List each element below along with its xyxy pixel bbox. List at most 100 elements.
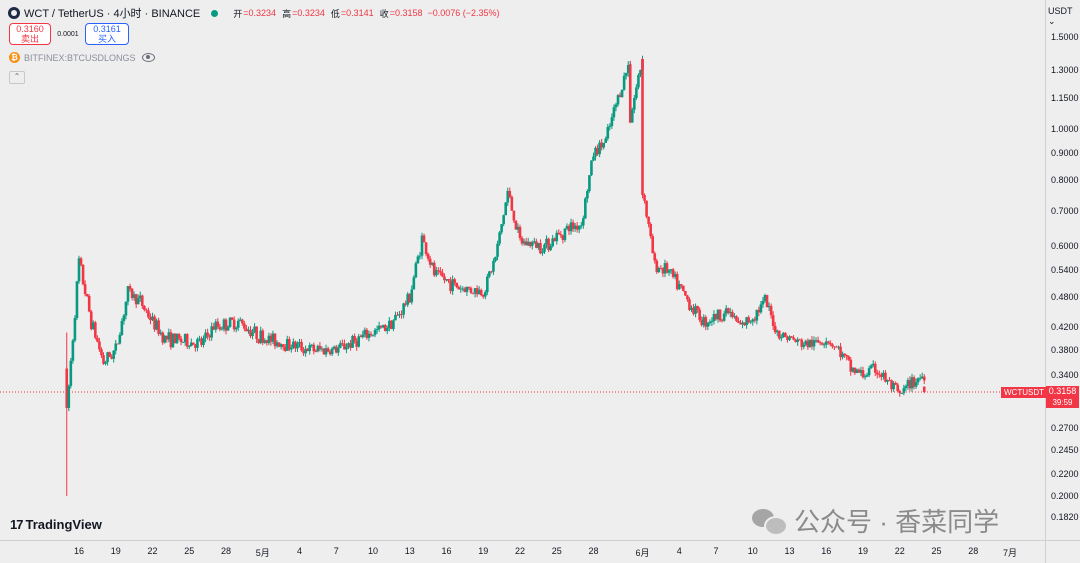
candle: [624, 72, 628, 80]
candle-body: [753, 319, 757, 321]
candle: [855, 368, 859, 374]
candle: [784, 332, 787, 338]
candle: [610, 113, 614, 129]
candle-body: [249, 329, 252, 337]
price-tick-label: 1.3000: [1051, 64, 1079, 75]
candle-body: [434, 270, 438, 276]
candle-body: [602, 142, 606, 148]
candle: [588, 175, 591, 193]
candle-body: [185, 334, 189, 347]
candle-body: [843, 353, 846, 356]
candle-body: [735, 316, 738, 321]
price-axis[interactable]: [1045, 0, 1080, 540]
candle: [177, 332, 181, 341]
candle: [545, 235, 548, 249]
candle: [332, 345, 336, 350]
candle: [281, 344, 285, 351]
candle-body: [633, 97, 636, 110]
candle-body: [657, 268, 661, 273]
axis-corner[interactable]: [1045, 540, 1080, 563]
candle-body: [518, 226, 522, 239]
candle-body: [328, 351, 332, 355]
candle: [706, 321, 710, 331]
candle-body: [365, 329, 369, 338]
candle: [398, 310, 401, 319]
buy-button[interactable]: 0.3161 买入: [85, 23, 129, 45]
candle: [228, 317, 232, 328]
candle: [361, 330, 365, 339]
currency-selector[interactable]: USDT ⌄: [1048, 6, 1073, 26]
candle-body: [367, 333, 371, 338]
candle-body: [626, 64, 630, 73]
sell-button[interactable]: 0.3160 卖出: [9, 23, 51, 45]
candle: [920, 372, 924, 380]
candle: [726, 307, 730, 315]
candle-body: [808, 339, 812, 348]
candle-body: [900, 393, 904, 394]
candle: [345, 343, 348, 354]
collapse-legend-button[interactable]: ⌃: [9, 71, 25, 84]
candle: [571, 219, 575, 232]
candle: [586, 189, 589, 203]
candle-body: [349, 343, 352, 348]
chart-area[interactable]: [0, 0, 1045, 540]
candle: [465, 286, 469, 297]
eye-icon[interactable]: [141, 53, 155, 62]
candle: [651, 233, 655, 254]
indicator-legend[interactable]: ₿ BITFINEX:BTCUSDLONGS: [9, 52, 155, 63]
candle: [653, 251, 657, 264]
candle: [87, 294, 91, 313]
candle: [559, 230, 563, 239]
candle-body: [747, 317, 750, 323]
time-axis[interactable]: [0, 540, 1045, 563]
candle-body: [228, 317, 232, 327]
candle: [602, 142, 606, 150]
candle: [447, 278, 450, 284]
candle: [622, 72, 626, 91]
open-label: 开: [233, 8, 243, 19]
candle: [637, 73, 640, 90]
candle-body: [663, 263, 667, 274]
candle-body: [451, 279, 454, 292]
candle-body: [375, 329, 379, 331]
candle: [843, 353, 846, 358]
candle-body: [904, 386, 908, 389]
candle-body: [353, 335, 356, 341]
symbol-title[interactable]: WCT / TetherUS · 4小时 · BINANCE: [24, 8, 201, 20]
candle: [451, 275, 454, 295]
market-status-icon[interactable]: [211, 9, 219, 17]
candle: [749, 320, 753, 325]
candle: [724, 305, 728, 317]
candle: [420, 232, 424, 260]
time-tick-label: 19: [478, 546, 489, 556]
candle-body: [341, 343, 344, 345]
candle: [126, 285, 130, 306]
candle: [878, 370, 881, 378]
candle: [457, 285, 461, 290]
candlestick-plot[interactable]: [0, 0, 1045, 540]
candle-body: [720, 320, 724, 322]
tradingview-logo[interactable]: 17 TradingView: [10, 517, 102, 532]
candle-body: [565, 226, 569, 229]
candle: [251, 328, 254, 340]
candle: [300, 339, 303, 352]
candle-body: [390, 320, 393, 330]
candle-body: [849, 359, 853, 372]
price-tick-label: 0.3800: [1051, 344, 1079, 355]
candle: [375, 325, 379, 334]
candle-body: [292, 341, 295, 348]
candle: [506, 187, 510, 207]
candle: [171, 333, 175, 348]
time-tick-label: 25: [931, 546, 942, 556]
candle: [592, 152, 595, 162]
candle: [163, 334, 167, 344]
candle-body: [473, 288, 477, 294]
candle-body: [198, 338, 201, 340]
candle-body: [608, 126, 612, 128]
candle-body: [724, 308, 728, 314]
candle: [549, 243, 552, 252]
candle: [271, 330, 275, 345]
candle-body: [100, 349, 103, 356]
candle-body: [477, 289, 481, 295]
candle-body: [116, 343, 120, 345]
